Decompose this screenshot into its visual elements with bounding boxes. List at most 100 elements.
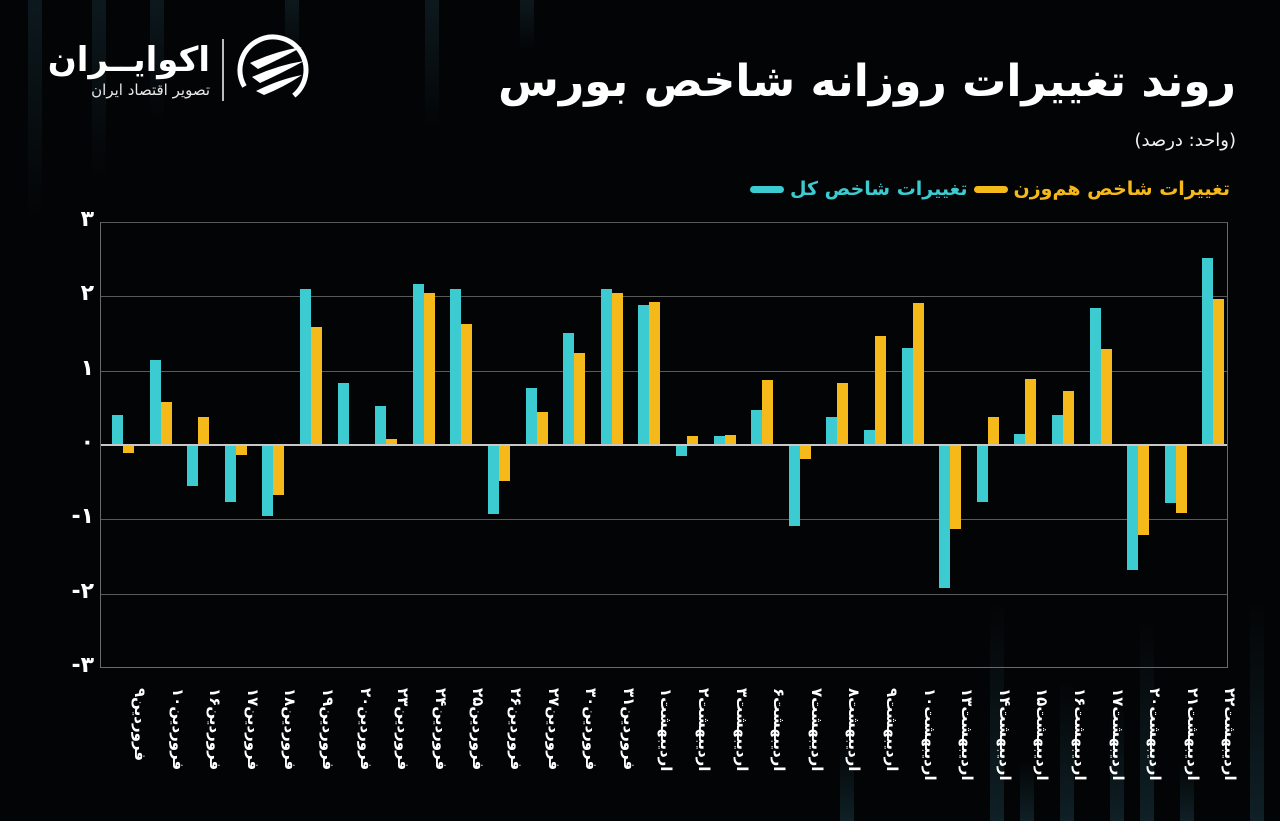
- gridline: [101, 296, 1227, 298]
- y-tick-label: -۱: [71, 504, 94, 530]
- x-tick-text: فروردین۲۳: [394, 688, 413, 771]
- bar-total-1: [149, 360, 161, 445]
- bar-total-26: [1089, 308, 1101, 445]
- bar-total-17: [751, 410, 763, 445]
- x-tick-text: اردیبهشت۱۷: [1108, 688, 1127, 781]
- bar-equal-24: [1025, 378, 1037, 445]
- x-tick-text: اردیبهشت۲: [695, 688, 713, 772]
- x-tick-label: فروردین۲۶: [501, 688, 525, 818]
- x-tick-text: اردیبهشت۱۰: [920, 688, 939, 781]
- x-tick-label: اردیبهشت۱۶: [1065, 688, 1089, 818]
- bar-equal-7: [386, 439, 398, 445]
- bar-equal-29: [1213, 298, 1225, 445]
- gridline: [101, 593, 1227, 595]
- x-tick-text: فروردین۱۶: [206, 688, 225, 771]
- bar-total-2: [187, 445, 199, 486]
- x-tick-label: فروردین۳۱: [614, 688, 638, 818]
- x-tick-label: فروردین۳۰: [576, 688, 600, 818]
- x-tick-label: اردیبهشت۱۵: [1027, 688, 1051, 818]
- x-tick-text: فروردین۱۸: [281, 688, 300, 771]
- bar-total-24: [1014, 433, 1026, 445]
- x-tick-label: اردیبهشت۹: [877, 688, 901, 818]
- plot-area: [100, 222, 1228, 668]
- x-tick-label: اردیبهشت۲: [689, 688, 713, 818]
- x-tick-text: اردیبهشت۷: [807, 688, 826, 772]
- bar-equal-9: [461, 323, 473, 445]
- x-tick-label: فروردین۱۸: [275, 688, 299, 818]
- x-tick-text: اردیبهشت۲۱: [1183, 688, 1202, 781]
- bar-equal-0: [123, 445, 134, 454]
- bar-total-7: [375, 406, 387, 445]
- x-tick-label: اردیبهشت۸: [839, 688, 863, 818]
- y-tick-label: -۲: [71, 578, 94, 604]
- x-tick-text: فروردین۱۷: [243, 688, 262, 771]
- y-tick-label: ۲: [80, 281, 94, 307]
- x-tick-text: فروردین۹: [131, 688, 149, 762]
- x-tick-text: اردیبهشت۱: [657, 688, 676, 772]
- x-tick-text: فروردین۲۰: [356, 688, 375, 771]
- x-tick-text: اردیبهشت۳: [732, 688, 751, 772]
- bar-equal-13: [611, 293, 623, 445]
- bar-equal-14: [649, 301, 661, 445]
- bar-equal-1: [160, 401, 172, 445]
- x-tick-label: فروردین۲۴: [426, 688, 450, 818]
- bar-equal-3: [235, 445, 247, 456]
- x-tick-label: اردیبهشت۱: [651, 688, 675, 818]
- bar-total-14: [638, 305, 650, 445]
- x-tick-text: اردیبهشت۱۶: [1071, 688, 1089, 781]
- x-tick-label: اردیبهشت۱۷: [1103, 688, 1127, 818]
- bar-total-29: [1202, 257, 1214, 445]
- bar-equal-20: [875, 336, 886, 445]
- logo-swoosh-icon: [237, 34, 309, 106]
- bar-equal-15: [687, 436, 698, 445]
- x-tick-label: فروردین۱۷: [238, 688, 262, 818]
- bar-equal-27: [1138, 445, 1150, 535]
- x-tick-text: اردیبهشت۶: [770, 688, 789, 772]
- y-tick-label: ۳: [80, 207, 94, 232]
- x-tick-label: اردیبهشت۶: [764, 688, 788, 818]
- x-tick-text: فروردین۱۹: [319, 688, 337, 771]
- x-tick-label: اردیبهشت۱۴: [990, 688, 1014, 818]
- bar-equal-5: [311, 326, 322, 445]
- bar-total-20: [864, 430, 875, 445]
- x-tick-label: اردیبهشت۷: [802, 688, 826, 818]
- bar-total-21: [901, 347, 913, 445]
- bar-total-4: [262, 445, 274, 517]
- logo-subtitle: تصویر اقتصاد ایران: [91, 81, 210, 99]
- x-tick-label: فروردین۱۹: [313, 688, 337, 818]
- bar-equal-25: [1063, 391, 1074, 445]
- bar-total-15: [676, 445, 687, 457]
- bar-total-22: [939, 445, 951, 589]
- x-tick-label: فروردین۱۶: [200, 688, 224, 818]
- bar-equal-28: [1175, 445, 1187, 513]
- x-tick-text: فروردین۲۴: [431, 688, 450, 771]
- x-tick-label: فروردین۲۰: [351, 688, 375, 818]
- x-tick-label: فروردین۲۷: [539, 688, 563, 818]
- chart-legend: تغییرات شاخص کل تغییرات شاخص هم‌وزن: [750, 178, 1230, 200]
- bar-total-12: [563, 332, 575, 445]
- x-tick-text: فروردین۲۷: [544, 688, 563, 771]
- x-tick-label: فروردین۹: [125, 688, 149, 818]
- bar-equal-21: [912, 303, 924, 445]
- logo-divider: [222, 39, 224, 101]
- bar-total-0: [112, 415, 123, 445]
- x-tick-text: اردیبهشت۱۵: [1033, 688, 1052, 781]
- bar-total-5: [300, 288, 311, 445]
- bar-equal-19: [837, 382, 849, 445]
- bar-equal-23: [987, 416, 999, 445]
- legend-swatch-gold-icon: [973, 185, 1008, 193]
- x-tick-text: اردیبهشت۲۰: [1146, 688, 1165, 781]
- zero-line: [101, 444, 1227, 446]
- x-tick-text: فروردین۳۰: [582, 688, 601, 771]
- x-tick-text: فروردین۲۵: [469, 688, 488, 771]
- bar-equal-2: [198, 417, 210, 445]
- bar-equal-16: [724, 435, 736, 445]
- bar-total-28: [1164, 445, 1176, 503]
- logo-name: اکوایــران: [47, 40, 210, 80]
- legend-item-equal-weight-index: تغییرات شاخص هم‌وزن: [973, 178, 1230, 200]
- y-tick-label: -۳: [71, 653, 94, 678]
- x-tick-text: فروردین۱۰: [168, 688, 187, 771]
- x-tick-text: فروردین۲۶: [507, 688, 525, 771]
- logo-text: اکوایــران تصویر اقتصاد ایران: [40, 40, 210, 100]
- x-tick-label: فروردین۲۳: [388, 688, 412, 818]
